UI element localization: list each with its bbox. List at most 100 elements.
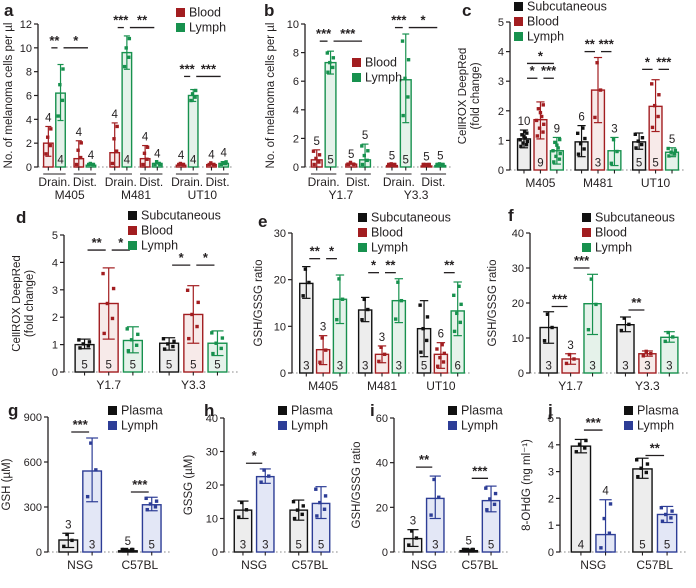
legend-swatch-blood: [352, 58, 361, 67]
data-point: [74, 162, 79, 167]
y-tick-label: 20: [376, 502, 388, 514]
panel-j: 4 4 5 5 *** ** 0 1 2 3 4 5 NSG C57BL 8-OHdG (ng ml⁻¹) j…: [518, 398, 696, 588]
data-point: [650, 82, 654, 86]
data-point: [633, 132, 637, 137]
y-tick-label: 10: [274, 321, 286, 333]
n-label: 4: [111, 109, 118, 121]
n-label: 3: [65, 519, 71, 531]
data-point: [301, 294, 305, 298]
data-point: [314, 487, 318, 491]
y-tick-label: 6: [26, 91, 32, 103]
y-tick-label: 5: [52, 230, 58, 242]
legend-label-plasma: Plasma: [121, 404, 163, 418]
y-axis-label: GSH (µM): [1, 458, 13, 510]
x-group-label: M481: [367, 379, 397, 393]
n-label: 3: [622, 361, 628, 373]
data-point: [607, 531, 612, 535]
sig-stars: ***: [201, 61, 217, 76]
n-label: 3: [644, 361, 650, 373]
y-tick-label: 2: [52, 312, 58, 324]
data-point: [576, 131, 580, 136]
y-tick-label: 5: [548, 413, 554, 425]
data-point: [161, 337, 166, 341]
y-axis-label: (fold change): [24, 270, 36, 337]
y-tick-label: 12: [20, 19, 32, 31]
panel-letter: f: [508, 206, 514, 225]
legend-label-lymph: Lymph: [141, 239, 178, 253]
legend-label-lymph: Lymph: [595, 241, 632, 255]
data-point: [340, 297, 345, 301]
data-point: [644, 349, 648, 354]
data-point: [599, 546, 603, 550]
n-label: 5: [214, 360, 220, 372]
data-point: [407, 543, 411, 547]
sig-stars: *: [420, 13, 426, 28]
data-point: [110, 316, 115, 321]
legend-swatch-blood: [176, 8, 185, 17]
data-point: [664, 512, 668, 517]
x-group-label: Y1.7: [558, 379, 583, 393]
data-point: [410, 529, 414, 533]
panel-b: 5 5 5 5 5 5 5 5 *** *** *** * 0 2 4 6 8 10 Drain. Dist. Drai…: [240, 0, 458, 202]
data-point: [131, 547, 135, 552]
x-minor-label: Dist.: [421, 175, 445, 189]
data-point: [79, 141, 83, 145]
data-point: [70, 538, 74, 543]
sig-stars: **: [585, 37, 596, 52]
data-point: [102, 331, 106, 336]
data-point: [389, 162, 393, 166]
data-point: [127, 55, 131, 59]
sig-stars: ***: [316, 26, 332, 41]
legend-label-lymph: Lymph: [637, 419, 674, 433]
data-point: [538, 110, 543, 115]
data-point: [652, 103, 657, 108]
sig-stars: *: [645, 54, 651, 69]
x-minor-label: Dist.: [206, 175, 230, 189]
data-point: [406, 95, 410, 99]
data-point: [221, 161, 225, 165]
legend-label-plasma: Plasma: [461, 404, 503, 418]
y-tick-label: 4: [52, 257, 58, 269]
data-point: [639, 142, 644, 147]
y-tick-label: 0: [212, 547, 218, 559]
data-point: [127, 36, 132, 41]
legend-label-subcutaneous: Subcutaneous: [141, 209, 221, 223]
data-point: [641, 354, 645, 358]
data-point: [244, 508, 249, 512]
data-point: [400, 39, 405, 43]
sig-stars: **: [385, 258, 396, 273]
data-point: [657, 93, 661, 97]
data-point: [148, 502, 153, 506]
x-major-label: UT10: [188, 188, 218, 201]
data-point: [455, 311, 459, 316]
data-point: [452, 329, 457, 334]
data-point: [608, 502, 613, 506]
y-tick-label: 2: [498, 106, 504, 118]
data-point: [589, 277, 594, 281]
data-point: [382, 352, 387, 357]
x-major-label: M405: [55, 188, 85, 201]
sig-stars: **: [49, 33, 60, 48]
panel-e: 3 3 3 3 3 3 5 6 6 ** * * ** ** 0 10 20 30 M405 M481 UT10 GSH/…: [248, 201, 482, 398]
y-tick-label: 40: [512, 228, 524, 240]
data-point: [211, 351, 215, 356]
n-label: 3: [545, 361, 551, 373]
data-point: [663, 339, 667, 344]
data-point: [522, 134, 526, 139]
y-tick-label: 40: [206, 413, 218, 425]
data-point: [49, 127, 53, 131]
x-minor-label: Drain.: [105, 175, 137, 189]
data-point: [457, 284, 461, 288]
data-point: [424, 338, 429, 343]
legend-swatch-lymph: [624, 421, 633, 430]
n-label: 3: [379, 332, 385, 344]
y-axis-label: GSH/GSSG ratio: [487, 260, 499, 347]
n-label: 3: [89, 540, 95, 552]
n-label: 5: [190, 360, 196, 372]
data-point: [210, 331, 214, 335]
